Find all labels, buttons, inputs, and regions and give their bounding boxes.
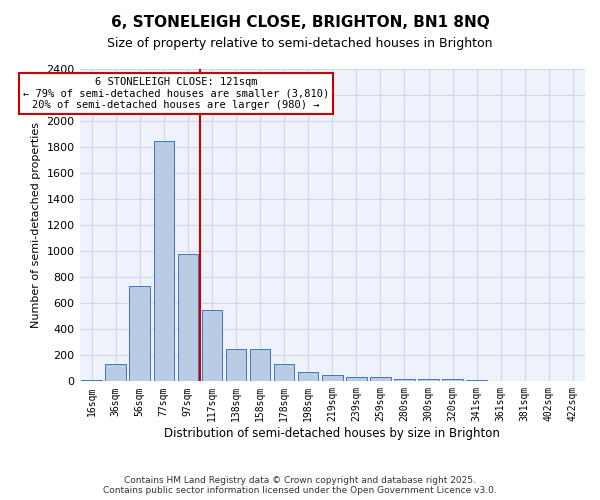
Bar: [394, 378, 415, 382]
Bar: [346, 378, 367, 382]
Bar: [106, 364, 126, 382]
Bar: [370, 378, 391, 382]
Text: 6, STONELEIGH CLOSE, BRIGHTON, BN1 8NQ: 6, STONELEIGH CLOSE, BRIGHTON, BN1 8NQ: [110, 15, 490, 30]
Bar: [178, 254, 198, 382]
Bar: [274, 364, 295, 382]
Bar: [154, 140, 174, 382]
Bar: [539, 380, 559, 382]
Y-axis label: Number of semi-detached properties: Number of semi-detached properties: [31, 122, 41, 328]
Bar: [466, 380, 487, 382]
Bar: [298, 372, 319, 382]
Text: Size of property relative to semi-detached houses in Brighton: Size of property relative to semi-detach…: [107, 38, 493, 51]
Bar: [491, 380, 511, 382]
Bar: [202, 310, 222, 382]
Bar: [322, 375, 343, 382]
Bar: [250, 350, 270, 382]
Bar: [130, 286, 150, 382]
X-axis label: Distribution of semi-detached houses by size in Brighton: Distribution of semi-detached houses by …: [164, 427, 500, 440]
Text: 6 STONELEIGH CLOSE: 121sqm
← 79% of semi-detached houses are smaller (3,810)
20%: 6 STONELEIGH CLOSE: 121sqm ← 79% of semi…: [23, 77, 329, 110]
Bar: [226, 350, 246, 382]
Bar: [563, 380, 583, 382]
Text: Contains HM Land Registry data © Crown copyright and database right 2025.
Contai: Contains HM Land Registry data © Crown c…: [103, 476, 497, 495]
Bar: [418, 378, 439, 382]
Bar: [442, 380, 463, 382]
Bar: [82, 380, 102, 382]
Bar: [515, 380, 535, 382]
